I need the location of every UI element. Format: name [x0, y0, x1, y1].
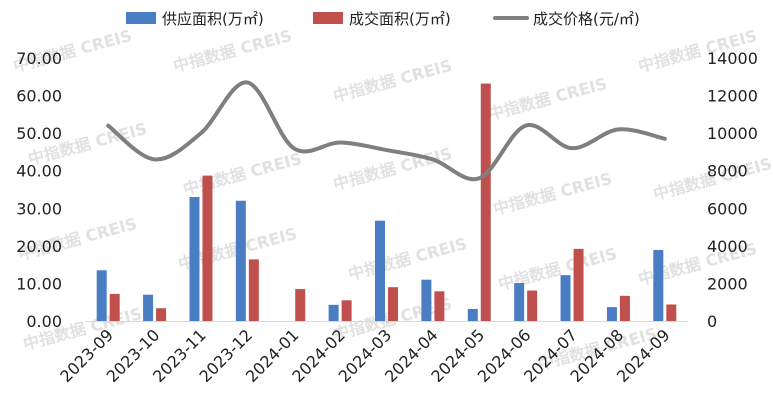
- legend: 供应面积(万㎡) 成交面积(万㎡) 成交价格(元/㎡): [126, 10, 640, 28]
- bars: [96, 83, 677, 321]
- price-point: [570, 146, 574, 150]
- y-left-tick-label: 30.00: [16, 199, 62, 218]
- supply-area-bar: [421, 279, 432, 321]
- y-right-tick-label: 12000: [707, 87, 758, 106]
- transaction-area-bar: [341, 300, 352, 321]
- transaction-area-bar: [295, 289, 306, 321]
- price-line: [106, 80, 667, 182]
- y-left-tick-label: 50.00: [16, 124, 62, 143]
- y-left-tick-label: 70.00: [16, 49, 62, 68]
- price-point: [524, 124, 528, 128]
- transaction-area-bar: [666, 304, 677, 321]
- legend-label: 成交面积(万㎡): [349, 10, 451, 28]
- watermark-text: 中指数据 CREIS: [346, 234, 469, 284]
- price-point: [477, 176, 481, 180]
- transaction-area-bar: [527, 290, 538, 321]
- supply-area-bar: [328, 304, 339, 321]
- y-left-tick-label: 40.00: [16, 162, 62, 181]
- price-point: [385, 148, 389, 152]
- axes: 0.00 10.00 20.00 30.00 40.00 50.00 60.00 70.00 0…: [16, 49, 758, 331]
- price-point: [431, 157, 435, 161]
- y-left-tick-label: 60.00: [16, 87, 62, 106]
- transaction-area-bar: [388, 287, 398, 321]
- watermark-text: 中指数据 CREIS: [331, 56, 454, 106]
- transaction-area-bar: [573, 248, 584, 321]
- y-right-tick-label: 4000: [707, 237, 748, 256]
- supply-area-bar: [606, 307, 617, 321]
- y-right-tick-label: 8000: [707, 162, 748, 181]
- watermark-text: 中指数据 CREIS: [491, 169, 614, 219]
- supply-area-bar: [514, 283, 525, 321]
- y-right-tick-label: 0: [707, 312, 717, 331]
- price-point: [338, 141, 342, 145]
- y-right-tick-label: 10000: [707, 124, 758, 143]
- price-point: [292, 146, 296, 150]
- transaction-area-bar: [619, 295, 630, 321]
- y-left-tick-label: 0.00: [26, 312, 62, 331]
- watermark-text: 中指数据 CREIS: [171, 26, 294, 76]
- price-point: [245, 80, 249, 84]
- legend-label: 成交价格(元/㎡): [533, 10, 640, 28]
- supply-area-bar: [560, 275, 571, 321]
- transaction-area-bar: [248, 259, 259, 321]
- price-point: [153, 157, 157, 161]
- legend-swatch: [313, 12, 343, 24]
- legend-label: 供应面积(万㎡): [162, 10, 264, 28]
- price-point: [106, 124, 110, 128]
- transaction-area-bar: [109, 293, 120, 321]
- y-left-tick-label: 20.00: [16, 237, 62, 256]
- watermark-text: 中指数据 CREIS: [181, 149, 304, 199]
- y-right-tick-label: 14000: [707, 49, 758, 68]
- transaction-area-bar: [156, 308, 167, 321]
- price-line-path: [106, 80, 667, 182]
- watermark-text: 中指数据 CREIS: [486, 74, 609, 124]
- y-left-tick-label: 10.00: [16, 274, 62, 293]
- transaction-area-bar: [480, 83, 491, 321]
- supply-area-bar: [467, 308, 478, 321]
- price-point: [199, 131, 203, 135]
- supply-area-bar: [96, 270, 107, 321]
- y-right-tick-label: 6000: [707, 199, 748, 218]
- supply-area-bar: [189, 197, 200, 321]
- transaction-area-bar: [434, 291, 445, 321]
- y-right-tick-label: 2000: [707, 274, 748, 293]
- price-point: [663, 137, 667, 141]
- supply-area-bar: [143, 294, 154, 321]
- supply-area-bar: [375, 220, 385, 321]
- supply-area-bar: [653, 249, 664, 321]
- transaction-area-bar: [202, 175, 213, 321]
- legend-swatch: [126, 12, 156, 24]
- supply-area-bar: [235, 200, 246, 321]
- price-point: [616, 127, 620, 131]
